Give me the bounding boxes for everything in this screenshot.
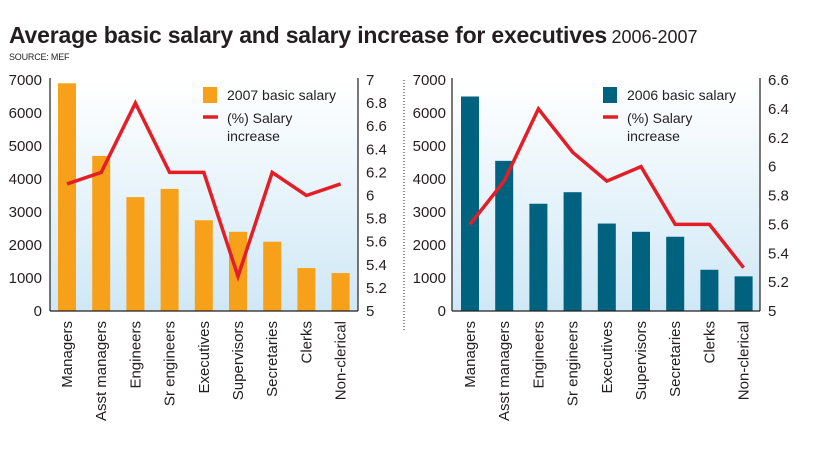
category-label: Sr engineers bbox=[162, 321, 179, 406]
right-tick-label: 6.2 bbox=[768, 130, 789, 147]
bar-engineers bbox=[529, 203, 548, 311]
left-tick-label: 3000 bbox=[9, 204, 42, 221]
bar-supervisors bbox=[632, 231, 650, 311]
right-tick-label: 7 bbox=[366, 72, 374, 89]
chart-2006: 0 1000 2000 3000 4000 5000 6000 7000 5 5.2 5.4 5.6 5… bbox=[413, 72, 789, 421]
right-tick-label: 6.6 bbox=[768, 72, 789, 89]
category-label: Non-clerical bbox=[736, 321, 753, 400]
right-tick-label: 5.4 bbox=[366, 257, 387, 274]
right-tick-label: 6.4 bbox=[768, 101, 789, 118]
bar-clerks bbox=[297, 268, 316, 311]
bar-managers bbox=[58, 83, 76, 311]
bar-managers bbox=[461, 96, 479, 311]
bar-non-clerical bbox=[734, 276, 753, 311]
right-tick-label: 5 bbox=[768, 303, 776, 320]
left-tick-label: 6000 bbox=[9, 105, 42, 122]
right-tick-label: 5 bbox=[366, 303, 374, 320]
right-tick-label: 5.8 bbox=[366, 211, 387, 228]
bar-secretaries bbox=[666, 236, 685, 311]
right-tick-label: 5.2 bbox=[366, 280, 387, 297]
legend-line-label-2: increase bbox=[227, 128, 280, 144]
right-tick-label: 6.8 bbox=[366, 95, 387, 112]
bar-asst-managers bbox=[92, 155, 111, 311]
category-label: Secretaries bbox=[667, 321, 684, 397]
title-years: 2006-2007 bbox=[611, 27, 698, 47]
category-label: Engineers bbox=[127, 321, 144, 389]
left-tick-label: 5000 bbox=[413, 138, 446, 155]
chart-2007: 0 1000 2000 3000 4000 5000 6000 7000 5 5.2 5.4 5.6 5… bbox=[9, 72, 387, 421]
title-main: Average basic salary and salary increase… bbox=[9, 22, 608, 48]
category-label: Sr engineers bbox=[565, 321, 582, 406]
category-label: Clerks bbox=[701, 321, 718, 364]
source-note: SOURCE: MEF bbox=[9, 52, 70, 62]
legend-bar-swatch bbox=[203, 87, 217, 103]
category-label: Supervisors bbox=[633, 321, 650, 400]
category-label: Asst managers bbox=[93, 321, 110, 421]
left-tick-label: 0 bbox=[438, 303, 446, 320]
legend-line-label: (%) Salary bbox=[227, 110, 292, 126]
bar-executives bbox=[194, 220, 213, 311]
bar-clerks bbox=[700, 269, 719, 311]
right-tick-label: 5.2 bbox=[768, 274, 789, 291]
legend-bar-label: 2007 basic salary bbox=[227, 87, 336, 103]
bar-asst-managers bbox=[495, 160, 514, 311]
category-label: Secretaries bbox=[264, 321, 281, 397]
legend-line-label: (%) Salary bbox=[627, 110, 692, 126]
right-tick-label: 5.8 bbox=[768, 188, 789, 205]
legend-bar-label: 2006 basic salary bbox=[627, 87, 736, 103]
left-tick-label: 1000 bbox=[9, 270, 42, 287]
left-tick-label: 6000 bbox=[413, 105, 446, 122]
left-tick-label: 2000 bbox=[9, 237, 42, 254]
bar-secretaries bbox=[263, 241, 282, 311]
category-label: Executives bbox=[599, 321, 616, 394]
right-tick-label: 6 bbox=[768, 159, 776, 176]
left-tick-label: 7000 bbox=[9, 72, 42, 89]
left-tick-label: 3000 bbox=[413, 204, 446, 221]
category-label: Engineers bbox=[530, 321, 547, 389]
category-label: Clerks bbox=[298, 321, 315, 364]
bar-non-clerical bbox=[331, 273, 350, 311]
right-tick-label: 5.6 bbox=[768, 216, 789, 233]
left-tick-label: 0 bbox=[34, 303, 42, 320]
left-tick-label: 2000 bbox=[413, 237, 446, 254]
left-tick-label: 4000 bbox=[413, 171, 446, 188]
right-tick-label: 6.4 bbox=[366, 141, 387, 158]
category-label: Managers bbox=[59, 321, 76, 388]
bar-sr-engineers bbox=[563, 192, 582, 311]
category-label: Non-clerical bbox=[333, 321, 350, 400]
left-tick-label: 4000 bbox=[9, 171, 42, 188]
legend-bar-swatch bbox=[603, 87, 617, 103]
right-tick-label: 6.2 bbox=[366, 164, 387, 181]
chart-title: Average basic salary and salary increase… bbox=[9, 22, 698, 49]
left-tick-label: 5000 bbox=[9, 138, 42, 155]
right-tick-label: 5.4 bbox=[768, 245, 789, 262]
bar-sr-engineers bbox=[160, 188, 179, 311]
legend-line-label-2: increase bbox=[627, 128, 680, 144]
right-tick-label: 6 bbox=[366, 188, 374, 205]
bar-executives bbox=[597, 223, 616, 311]
right-tick-label: 6.6 bbox=[366, 118, 387, 135]
category-label: Supervisors bbox=[230, 321, 247, 400]
category-label: Asst managers bbox=[496, 321, 513, 421]
category-label: Executives bbox=[196, 321, 213, 394]
left-tick-label: 1000 bbox=[413, 270, 446, 287]
category-label: Managers bbox=[462, 321, 479, 388]
left-tick-label: 7000 bbox=[413, 72, 446, 89]
right-tick-label: 5.6 bbox=[366, 234, 387, 251]
bar-engineers bbox=[126, 197, 145, 311]
